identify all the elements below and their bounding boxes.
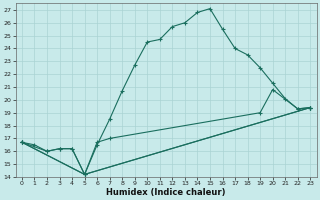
X-axis label: Humidex (Indice chaleur): Humidex (Indice chaleur) xyxy=(106,188,226,197)
